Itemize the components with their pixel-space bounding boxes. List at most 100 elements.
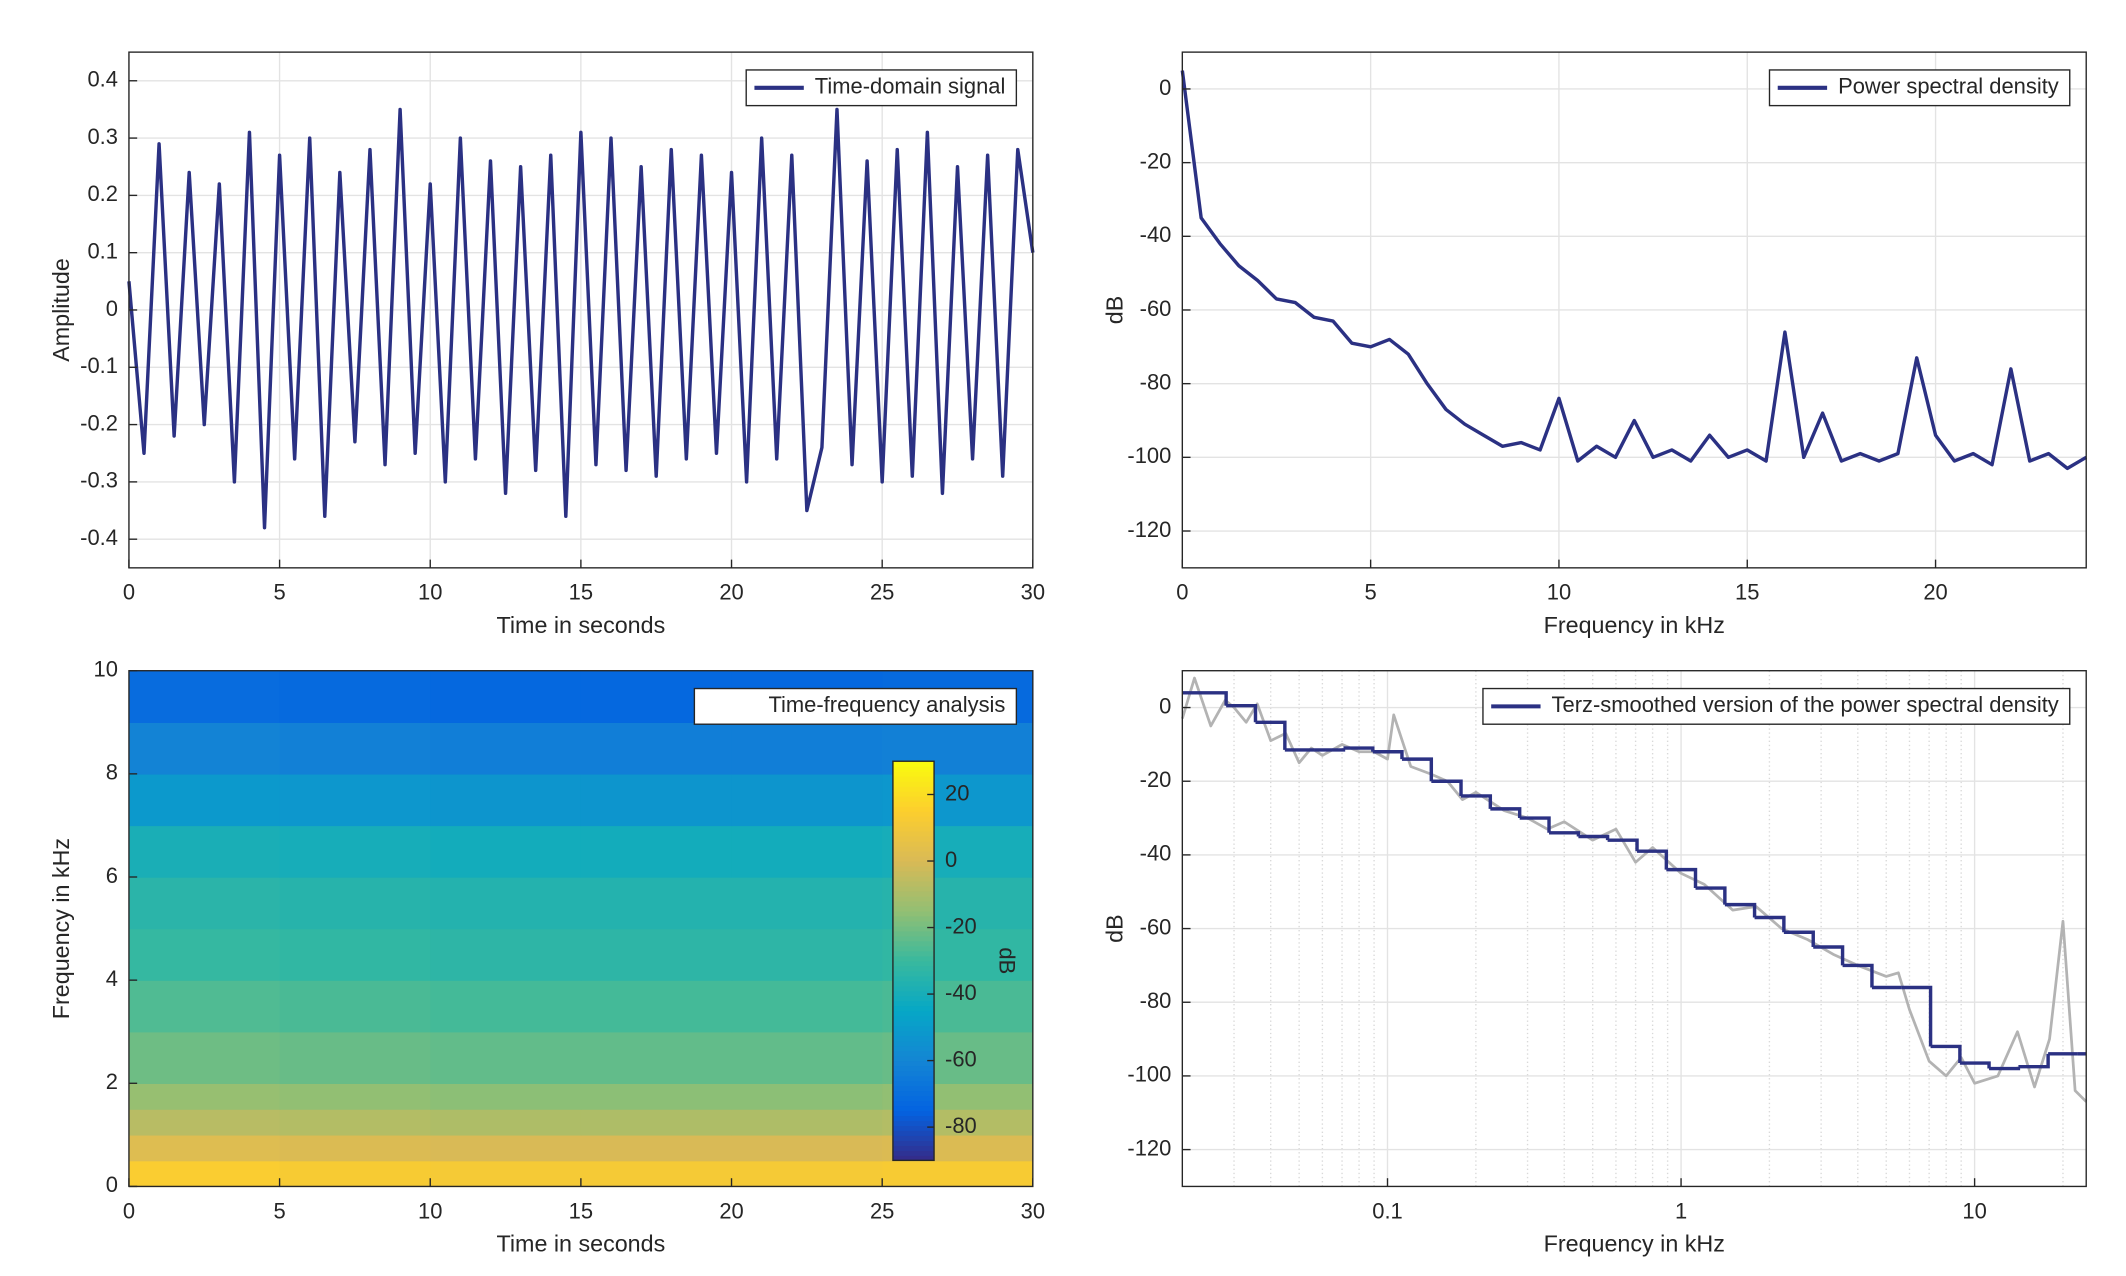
colorbar-gradient [892,955,935,962]
legend: Time-domain signal [745,69,1018,107]
colorbar-gradient [892,1105,935,1112]
step-segment [1182,691,1228,706]
step-segment [1959,1061,1991,1069]
colorbar-gradient [892,766,935,772]
axes: 0 5 10 15 20 -120 -100 -80 -60 -40 -20 0 Frequency i… [1102,51,2088,638]
step-segment [1372,750,1404,760]
colorbar-gradient [892,1075,935,1082]
x-tick-label: 0.1 [1372,1198,1403,1223]
y-tick-label: -100 [1127,1062,1171,1087]
colorbar-gradient [892,995,935,1002]
x-axis-label: Time in seconds [496,1231,665,1257]
y-tick-label: -60 [1140,296,1172,321]
colorbar-gradient [892,910,935,917]
colorbar-gradient [892,801,935,807]
y-tick-label: -100 [1127,443,1171,468]
heatmap-cell [279,773,431,827]
legend: Time-frequency analysis [693,687,1018,725]
colorbar-gradient [892,1005,935,1012]
colorbar-gradient [892,771,935,777]
x-tick-label: 30 [1021,580,1045,605]
heatmap-cell [128,1109,281,1136]
heatmap-cell [580,1134,733,1162]
step-segment [2018,1053,2050,1069]
heatmap-cell [731,877,883,930]
legend-label: Power spectral density [1838,74,2059,99]
x-axis-label: Frequency in kHz [1544,612,1725,638]
x-tick-label: 20 [719,580,743,605]
colorbar-gradient [892,965,935,972]
colorbar-gradient [892,1140,935,1146]
colorbar-gradient [892,945,935,952]
colorbar-gradient [892,821,935,827]
step-segment [1813,945,1845,966]
colorbar-gradient [892,826,935,832]
heatmap-cell [279,1160,431,1188]
y-tick-label: 4 [106,966,118,991]
x-tick-label: 20 [1923,580,1947,605]
heatmap-cell [279,722,431,775]
colorbar-gradient [892,836,935,842]
colorbar-gradient [892,816,935,822]
heatmap-cell [279,1083,431,1110]
colorbar-gradient [892,1035,935,1042]
colorbar-gradient [892,831,935,837]
colorbar-gradient [892,1125,935,1131]
colorbar-gradient [892,1085,935,1092]
colorbar-gradient [892,915,935,922]
colorbar-gradient [892,875,935,882]
colorbar-gradient [892,1060,935,1067]
y-axis-label: dB [1102,296,1128,324]
heatmap-cell [128,1160,281,1188]
heatmap-cell [128,1083,281,1110]
colorbar-gradient [892,806,935,812]
heatmap-cell [279,670,431,723]
step-segment [1314,748,1346,752]
heatmap-cell [731,1109,883,1136]
step-segment [1519,816,1551,833]
heatmap-cell [128,877,281,930]
heatmap-cell [731,1031,883,1084]
heatmap-cell [128,670,281,723]
colorbar-gradient [892,985,935,992]
heatmap-cell [580,877,733,930]
colorbar-gradient [892,851,935,857]
heatmap-cell [580,1109,733,1136]
heatmap-cell [580,722,733,775]
heatmap-cell [580,1160,733,1188]
step-segment [1607,838,1639,852]
step-segment [1754,915,1786,933]
colorbar-gradient [892,1150,935,1156]
legend-box [693,687,1018,725]
data-line [1181,676,2088,1103]
x-axis-label: Time in seconds [496,612,665,638]
colorbar-gradient [892,1080,935,1087]
y-tick-label: -0.1 [80,353,118,378]
colorbar-gradient [892,940,935,947]
y-tick-label: -0.3 [80,468,118,493]
data-line [1180,70,2088,471]
step-segment [1842,963,1874,988]
heatmap-cell [580,1083,733,1110]
colorbar-gradient [892,1090,935,1097]
legend: Power spectral density [1768,69,2071,107]
colorbar-gradient [892,1130,935,1136]
y-tick-label: 0 [1159,693,1171,718]
x-tick-label: 5 [273,1198,285,1223]
heatmap-cell [279,1109,431,1136]
colorbar-gradient [892,885,935,892]
heatmap-cell [430,825,582,878]
y-tick-label: 0.1 [87,238,118,263]
heatmap-cell [731,1134,883,1162]
step-segment [1901,985,1933,1047]
colorbar-tick-label: -80 [945,1113,977,1138]
colorbar-box [892,760,935,1162]
x-tick-label: 15 [569,580,593,605]
colorbar-gradient [892,1040,935,1047]
colorbar-gradient [892,1065,935,1072]
heatmap-cell [128,928,281,981]
heatmap-cell [882,1160,1034,1188]
colorbar-gradient [892,1115,935,1122]
heatmap-cell [731,1083,883,1110]
y-tick-label: -60 [1140,914,1172,939]
